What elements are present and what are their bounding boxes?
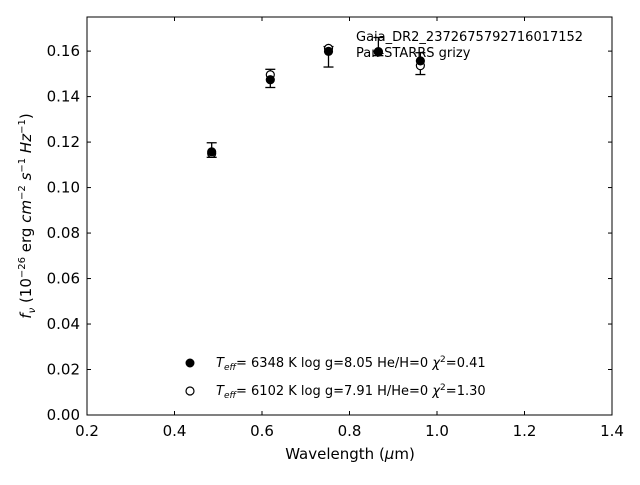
y-tick-label: 0.00 — [47, 406, 80, 424]
annotation-photometry: Pan-STARRS grizy — [356, 46, 471, 61]
legend-1-logg: 8.05 — [344, 356, 373, 371]
point-filled — [265, 75, 275, 85]
legend-marker-filled — [185, 358, 195, 368]
legend-2-chi2: 1.30 — [457, 384, 486, 399]
legend: Teff= 6348 K log g=8.05 He/H=0 χ2=0.41 T… — [185, 355, 486, 401]
legend-1-comp: He/H=0 — [377, 356, 428, 371]
x-axis-title: Wavelength (μm) — [285, 445, 415, 463]
point-filled — [373, 47, 383, 57]
y-axis-title: fν (10−26 erg cm−2 s−1 Hz−1) — [17, 113, 38, 318]
data-points — [207, 43, 425, 159]
legend-2-teff: 6102 K — [251, 384, 297, 399]
annotation-source: Gaia_DR2_2372675792716017152 — [356, 30, 583, 45]
legend-entry-1: Teff= 6348 K log g=8.05 He/H=0 χ2=0.41 — [216, 355, 486, 373]
plot-frame — [86, 16, 613, 416]
y-tick-label: 0.02 — [47, 361, 80, 379]
x-tick-label: 1.0 — [425, 422, 449, 440]
y-tick-label: 0.14 — [47, 88, 80, 106]
x-tick-label: 1.4 — [600, 422, 624, 440]
y-tick-label: 0.12 — [47, 133, 80, 151]
x-tick-label: 0.2 — [75, 422, 99, 440]
legend-marker-open — [185, 386, 195, 396]
x-tick-label: 0.8 — [338, 422, 362, 440]
legend-2-logg: 7.91 — [344, 384, 373, 399]
legend-2-comp: H/He=0 — [377, 384, 428, 399]
legend-1-teff: 6348 K — [251, 356, 297, 371]
x-tick-label: 1.2 — [513, 422, 537, 440]
x-tick-label: 0.4 — [163, 422, 187, 440]
point-filled — [415, 56, 425, 66]
y-tick-label: 0.08 — [47, 224, 80, 242]
legend-entry-2: Teff= 6102 K log g=7.91 H/He=0 χ2=1.30 — [216, 383, 486, 401]
y-tick-label: 0.06 — [47, 270, 80, 288]
x-tick-label: 0.6 — [250, 422, 274, 440]
point-filled — [207, 147, 217, 157]
y-tick-label: 0.10 — [47, 179, 80, 197]
point-filled — [323, 46, 334, 56]
axis-ticks: 0.2 0.4 0.6 0.8 1.0 1.2 1.4 0.00 0.02 0.04 0.06 0.0… — [47, 17, 624, 440]
y-tick-label: 0.04 — [47, 315, 80, 333]
legend-1-chi2: 0.41 — [457, 356, 486, 371]
y-tick-label: 0.16 — [47, 42, 80, 60]
